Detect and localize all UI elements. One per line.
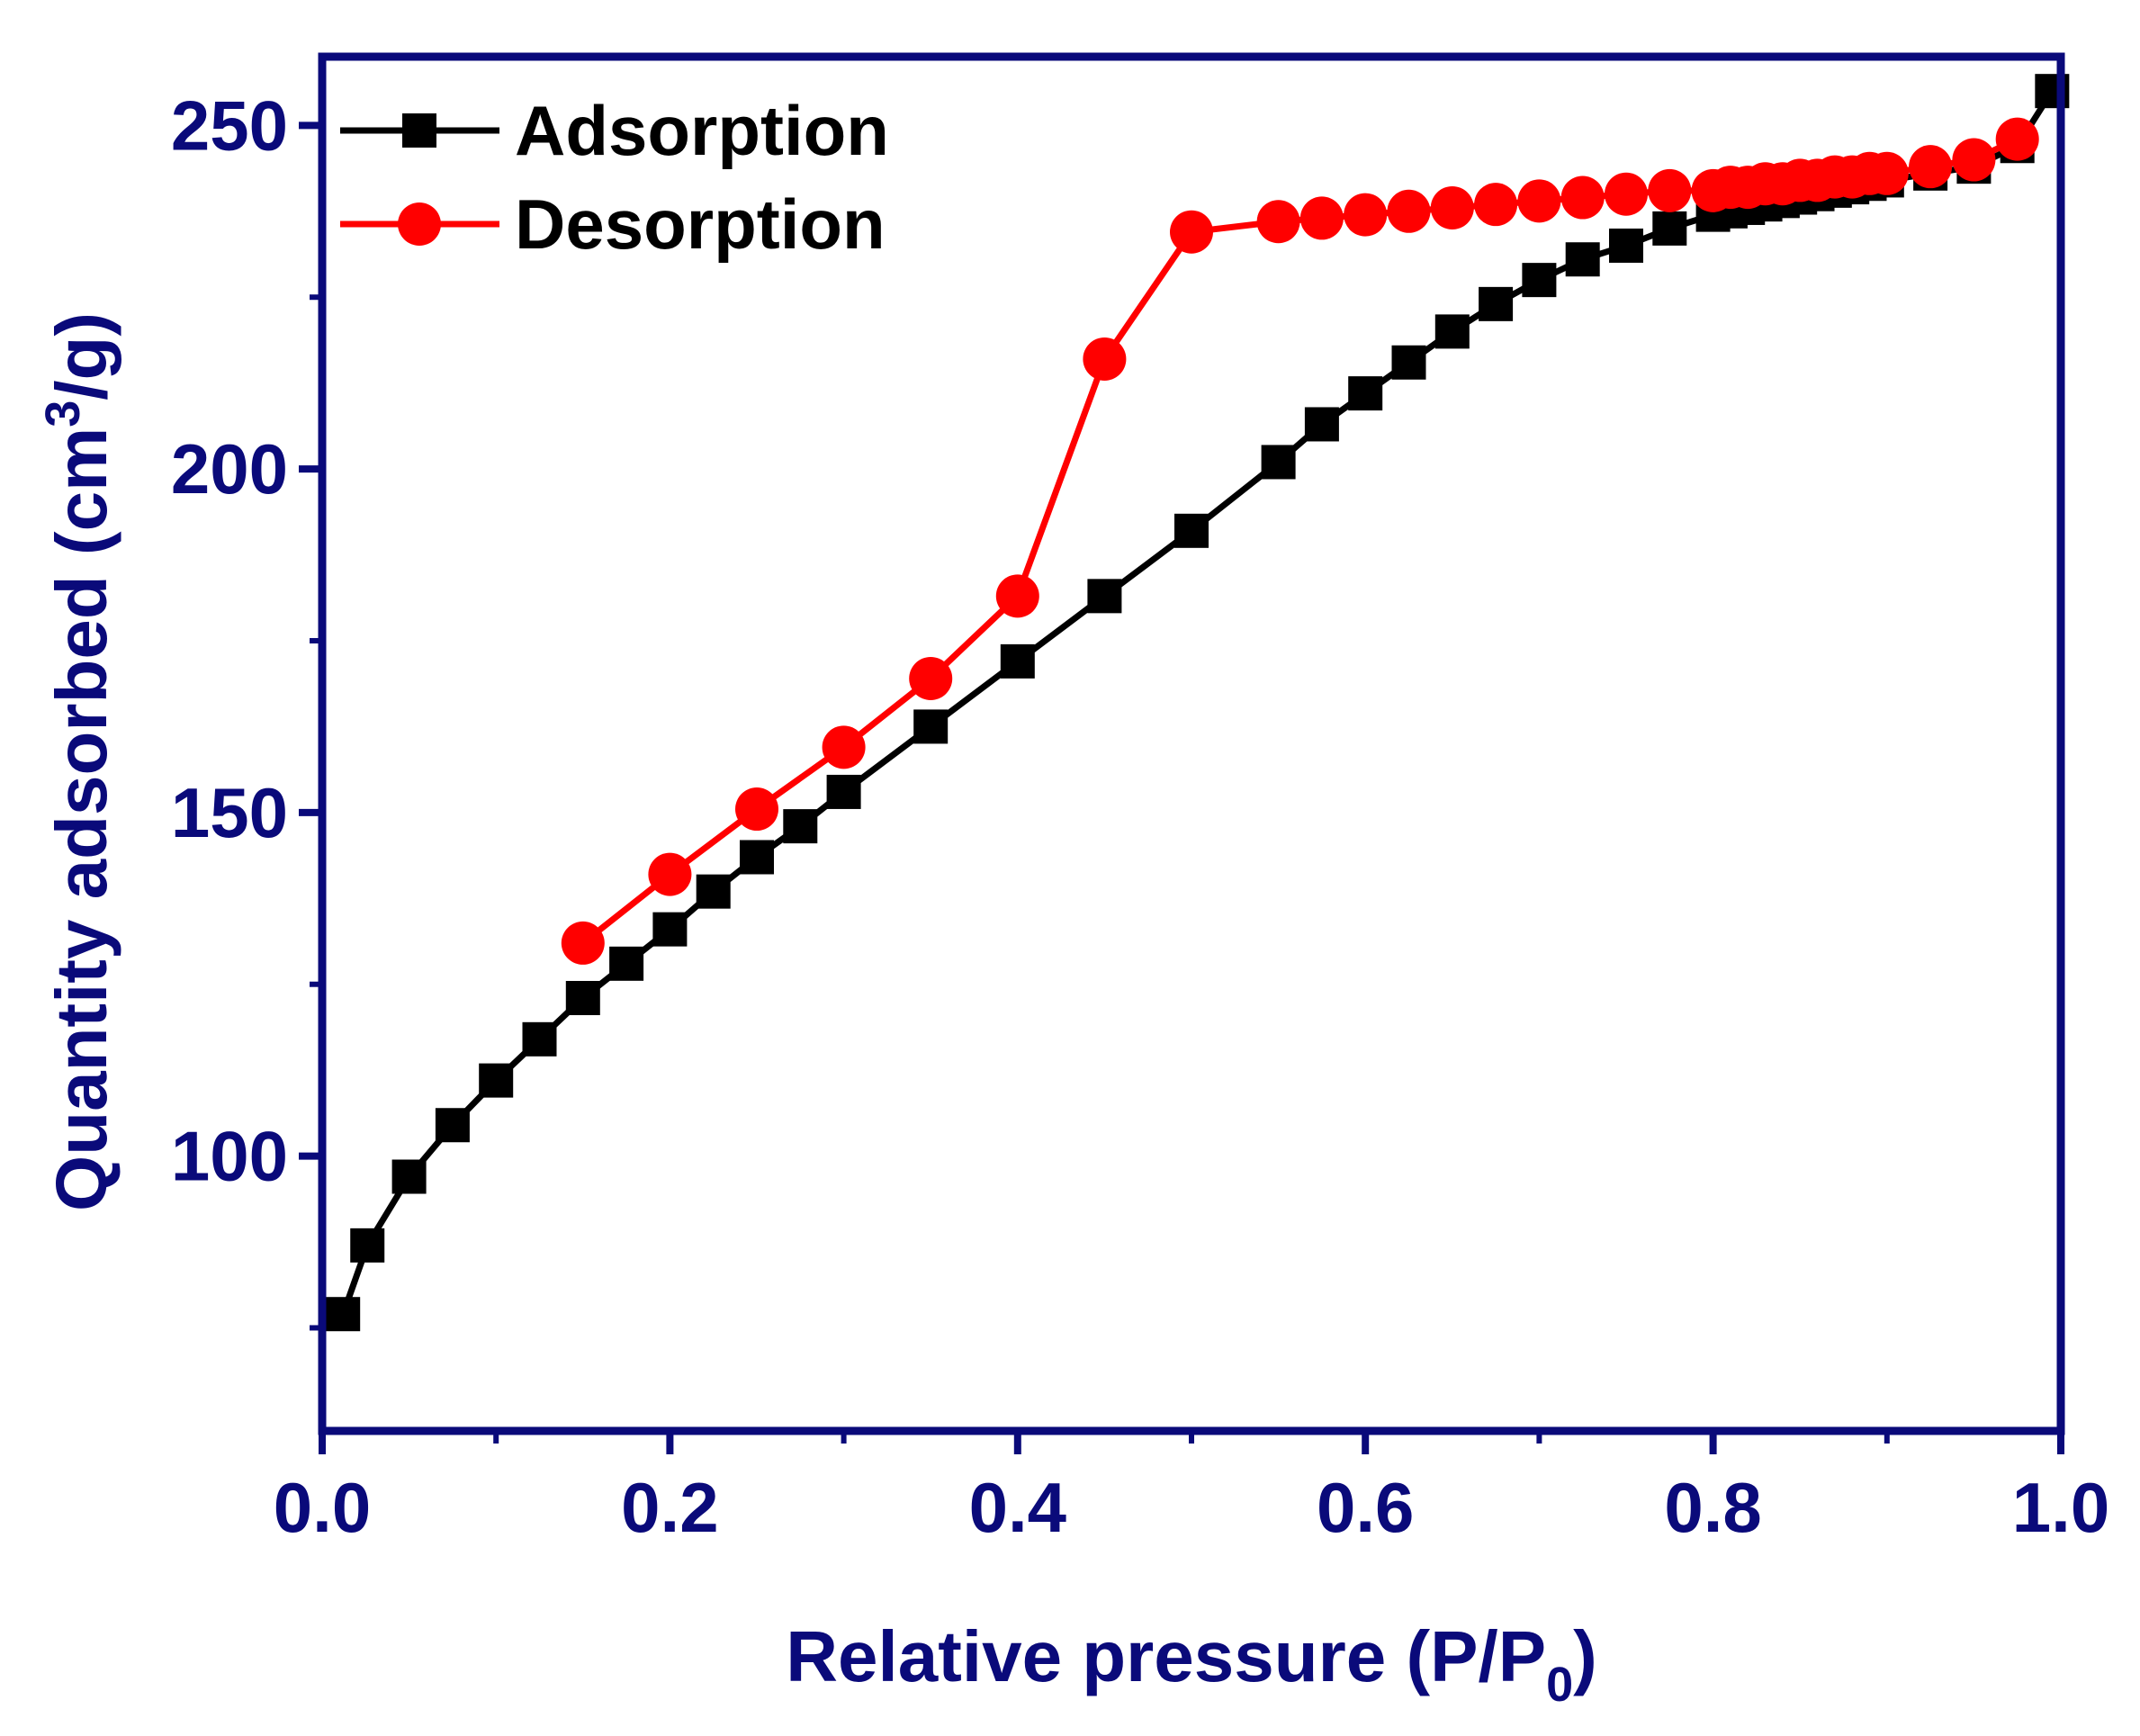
x-tick-label: 0.2 <box>621 1468 718 1547</box>
x-tick-label: 0.6 <box>1317 1468 1414 1547</box>
adsorption-point <box>609 946 644 981</box>
adsorption-point <box>391 1159 427 1194</box>
desorption-point <box>1909 145 1953 189</box>
x-axis-title: Relative pressure (P/P0) <box>786 1616 1597 1712</box>
legend-adsorption-marker <box>402 113 436 148</box>
adsorption-point <box>479 1063 514 1098</box>
adsorption-point <box>1348 376 1383 411</box>
adsorption-point <box>1434 314 1470 349</box>
desorption-point <box>1995 117 2039 161</box>
adsorption-point <box>522 1021 557 1057</box>
adsorption-point <box>326 1297 361 1332</box>
desorption-point <box>1865 151 1909 195</box>
desorption-point <box>1344 193 1388 237</box>
legend-desorption-label: Desorption <box>515 184 886 264</box>
adsorption-point <box>565 980 600 1015</box>
axis-ticks: 0.0 0.2 0.4 0.6 0.8 1.0 100 150 200 250 <box>171 85 2109 1547</box>
adsorption-point <box>696 874 731 909</box>
y-tick-label: 200 <box>171 429 288 508</box>
y-axis-title: Quantity adsorbed (cm3/g) <box>36 312 121 1211</box>
adsorption-point <box>1479 286 1514 321</box>
desorption-point <box>1474 183 1518 227</box>
x-tick-label: 1.0 <box>2012 1468 2109 1547</box>
adsorption-point <box>1391 345 1426 380</box>
adsorption-point <box>1087 579 1122 614</box>
adsorption-point <box>1522 263 1557 298</box>
adsorption-point <box>783 809 818 844</box>
adsorption-point <box>652 912 688 947</box>
adsorption-point <box>740 840 774 875</box>
y-tick-label: 250 <box>171 85 288 165</box>
desorption-point <box>1952 138 1996 182</box>
adsorption-point <box>1652 211 1687 246</box>
x-tick-label: 0.0 <box>274 1468 371 1547</box>
legend-adsorption-label: Adsorption <box>515 91 889 170</box>
desorption-point <box>648 852 692 896</box>
desorption-point <box>1299 196 1344 240</box>
adsorption-point <box>1609 228 1643 263</box>
adsorption-point <box>1000 643 1035 679</box>
legend-desorption-marker <box>398 202 441 246</box>
desorption-point <box>1256 200 1300 244</box>
adsorption-point <box>913 709 949 744</box>
desorption-point <box>1560 175 1605 220</box>
desorption-point <box>822 725 866 769</box>
series-layer <box>326 74 2070 1332</box>
desorption-point <box>1517 179 1561 223</box>
desorption-point <box>909 656 953 700</box>
desorption-point <box>995 574 1039 618</box>
x-tick-label: 0.8 <box>1664 1468 1761 1547</box>
desorption-point <box>561 921 605 965</box>
adsorption-point <box>350 1228 385 1263</box>
adsorption-point <box>435 1108 470 1143</box>
adsorption-point <box>826 774 861 809</box>
y-tick-label: 150 <box>171 773 288 852</box>
desorption-point <box>1083 337 1127 381</box>
legend: Adsorption Desorption <box>340 91 889 264</box>
desorption-point <box>735 787 778 832</box>
desorption-point <box>1605 172 1648 216</box>
x-tick-label: 0.4 <box>969 1468 1066 1547</box>
adsorption-line <box>339 89 2055 1316</box>
desorption-point <box>1387 189 1431 233</box>
desorption-point <box>1170 210 1213 254</box>
adsorption-point <box>1565 242 1600 277</box>
adsorption-point <box>1174 513 1209 548</box>
adsorption-point <box>1304 407 1339 442</box>
adsorption-point <box>1261 445 1296 480</box>
desorption-point <box>1648 168 1692 212</box>
y-tick-label: 100 <box>171 1117 288 1196</box>
desorption-point <box>1430 185 1474 229</box>
